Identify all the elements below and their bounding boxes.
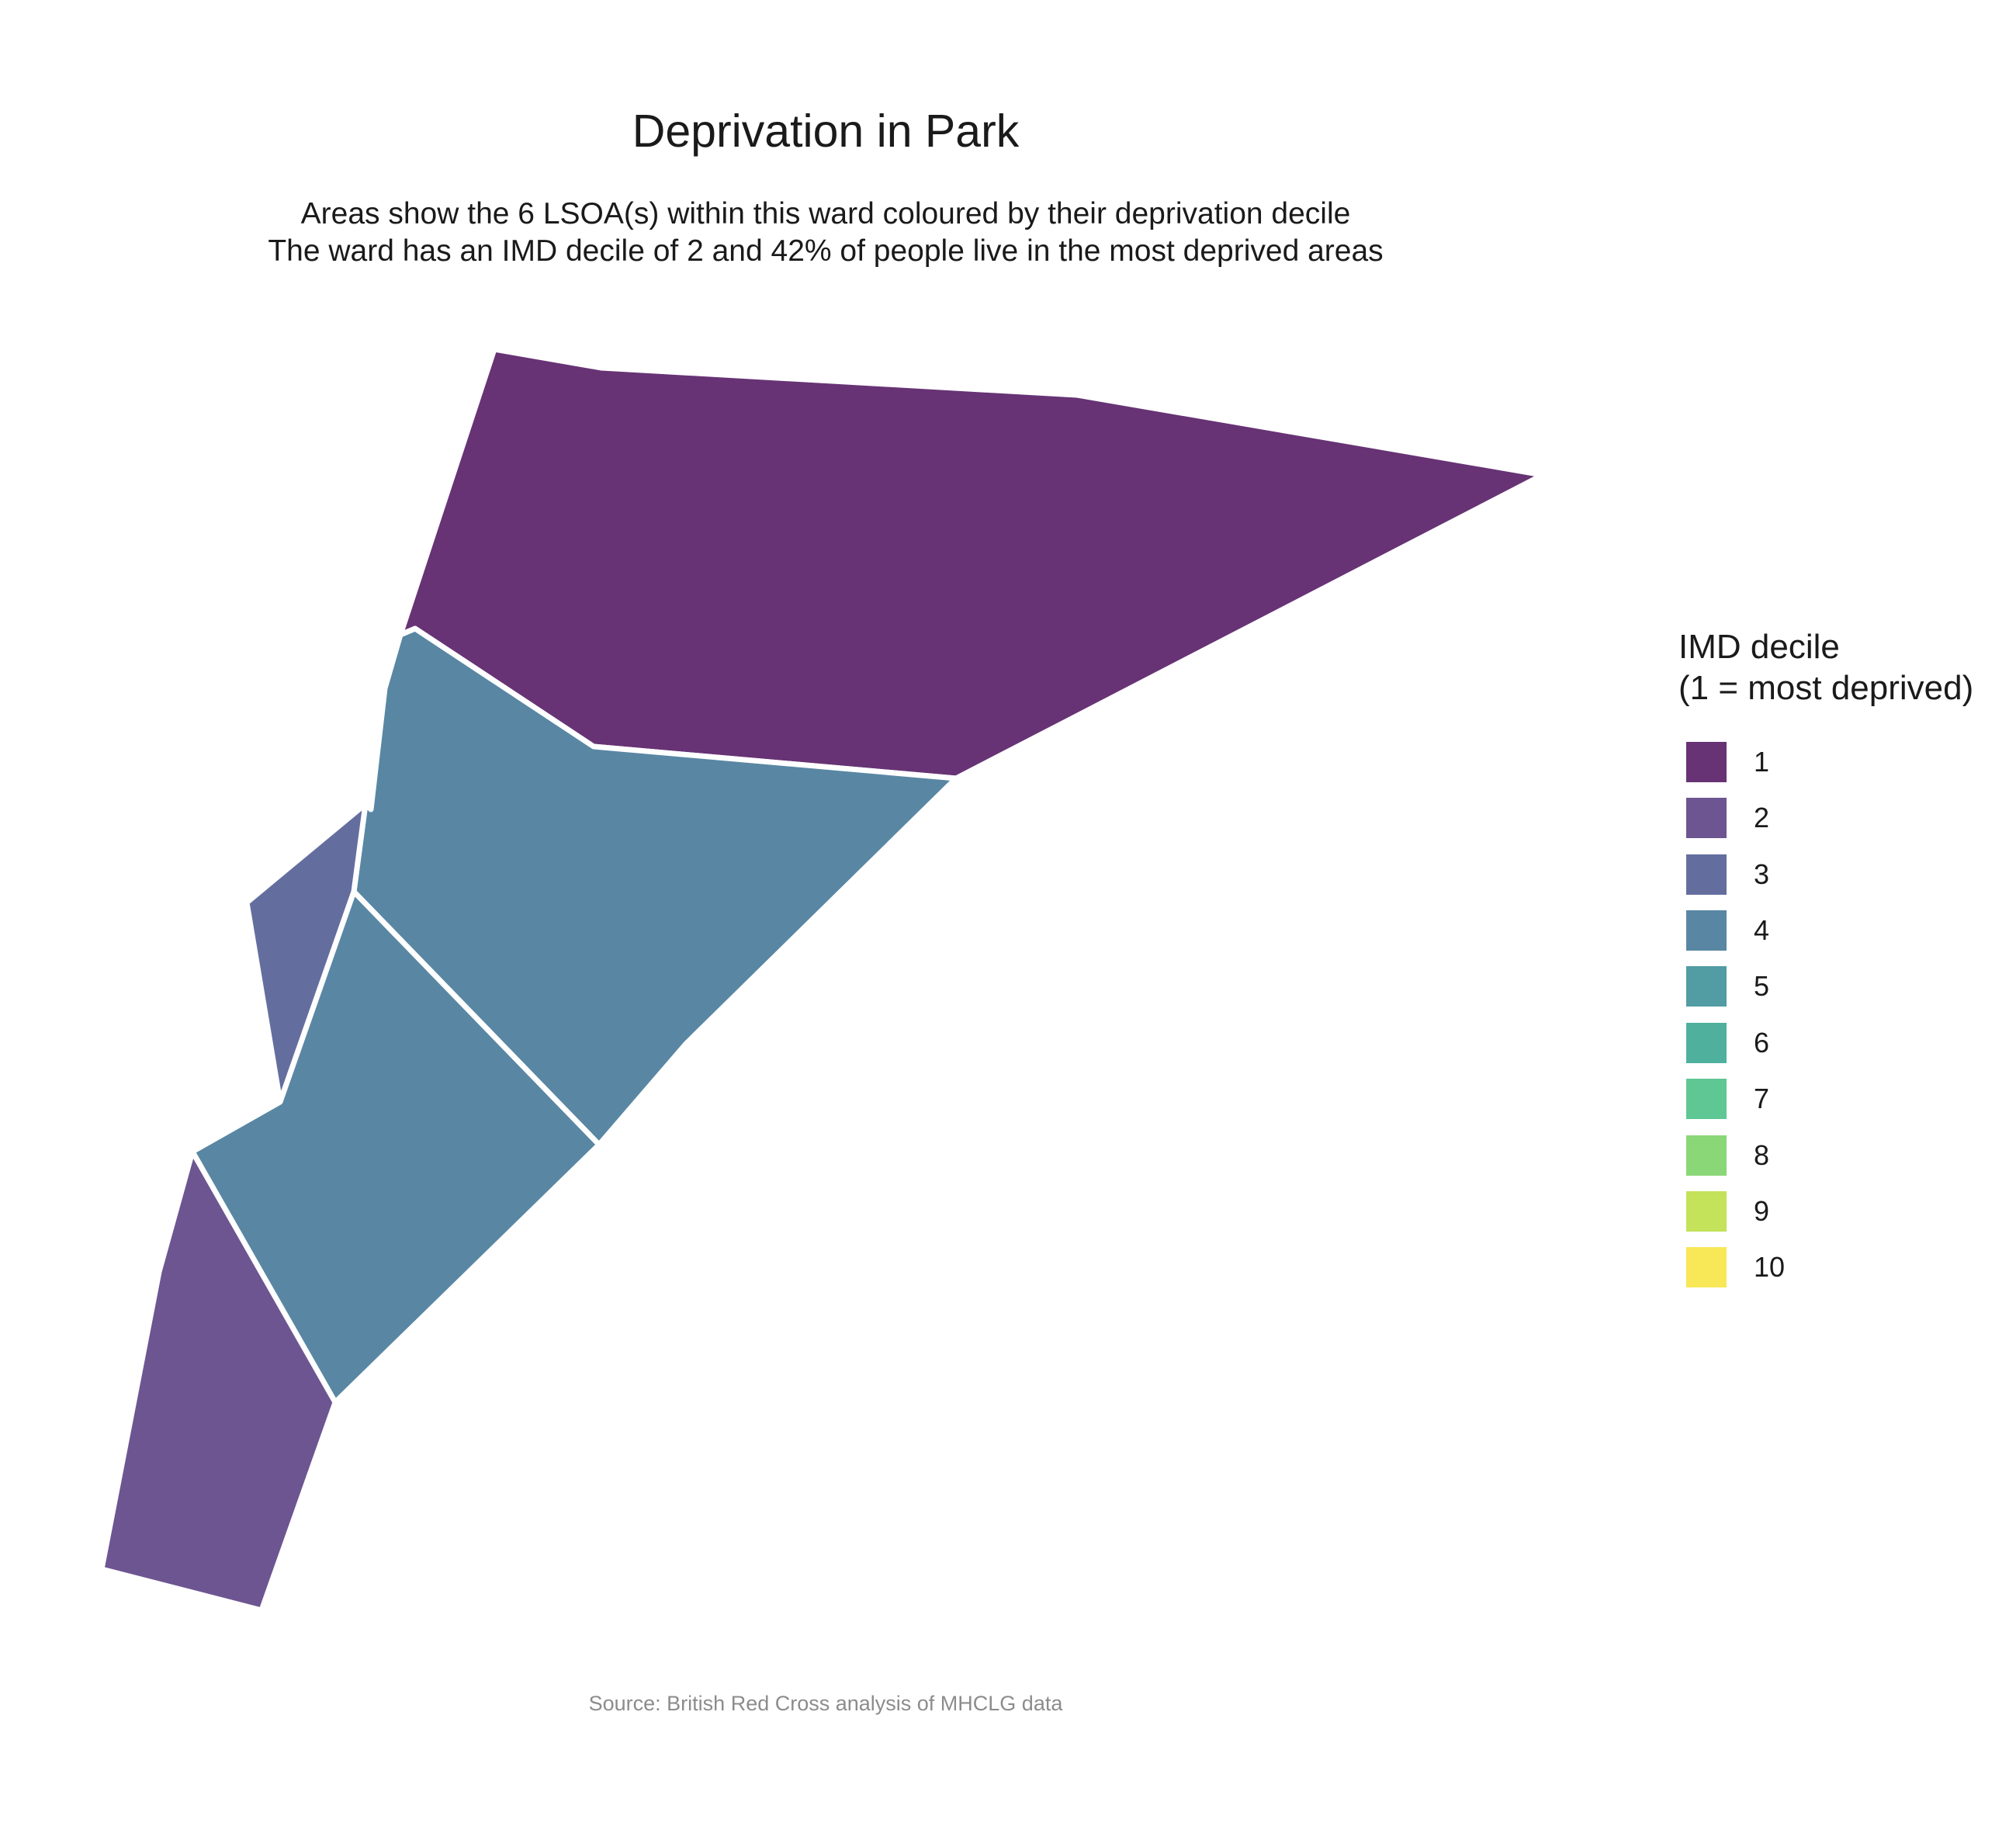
legend-label: 10 — [1754, 1251, 1786, 1284]
legend-label: 9 — [1754, 1194, 1770, 1227]
legend-label: 2 — [1754, 802, 1770, 834]
legend-title-line-2: (1 = most deprived) — [1678, 668, 1974, 707]
legend-item: 8 — [1678, 1127, 1973, 1183]
legend-label: 3 — [1754, 858, 1770, 890]
legend-label: 5 — [1754, 970, 1770, 1003]
legend-label: 4 — [1754, 913, 1770, 946]
source-caption: Source: British Red Cross analysis of MH… — [588, 1692, 1063, 1715]
legend-label: 6 — [1754, 1026, 1770, 1059]
subtitle-line-2: The ward has an IMD decile of 2 and 42% … — [268, 234, 1384, 268]
legend-item: 5 — [1678, 958, 1973, 1014]
legend-title: IMD decile (1 = most deprived) — [1678, 627, 1973, 709]
legend-item: 6 — [1678, 1015, 1973, 1071]
legend-item: 4 — [1678, 903, 1973, 958]
legend-item: 9 — [1678, 1183, 1973, 1239]
legend: IMD decile (1 = most deprived) 1 2 3 4 5… — [1678, 627, 1973, 1296]
legend-swatch — [1686, 910, 1727, 951]
legend-swatch — [1686, 1022, 1727, 1063]
legend-swatch — [1686, 966, 1727, 1007]
legend-item: 2 — [1678, 790, 1973, 846]
legend-swatch — [1686, 854, 1727, 895]
legend-swatch — [1686, 1135, 1727, 1176]
legend-swatch — [1686, 1190, 1727, 1232]
legend-item: 3 — [1678, 846, 1973, 902]
lsoa-area-5 — [99, 1149, 338, 1613]
legend-swatch — [1686, 798, 1727, 839]
legend-swatch — [1686, 1079, 1727, 1120]
legend-label: 7 — [1754, 1083, 1770, 1115]
legend-label: 1 — [1754, 745, 1770, 778]
legend-item: 10 — [1678, 1239, 1973, 1295]
legend-item: 7 — [1678, 1071, 1973, 1127]
legend-label: 8 — [1754, 1138, 1770, 1171]
legend-title-line-1: IMD decile — [1678, 628, 1840, 666]
legend-item: 1 — [1678, 734, 1973, 790]
legend-items: 1 2 3 4 5 6 7 8 9 10 — [1678, 734, 1973, 1296]
lsoa-area-1 — [397, 346, 1546, 781]
legend-swatch — [1686, 1247, 1727, 1288]
map-subtitle: Areas show the 6 LSOA(s) within this war… — [0, 196, 1651, 270]
map-title: Deprivation in Park — [632, 106, 1020, 157]
legend-swatch — [1686, 741, 1727, 782]
subtitle-line-1: Areas show the 6 LSOA(s) within this war… — [300, 197, 1351, 230]
